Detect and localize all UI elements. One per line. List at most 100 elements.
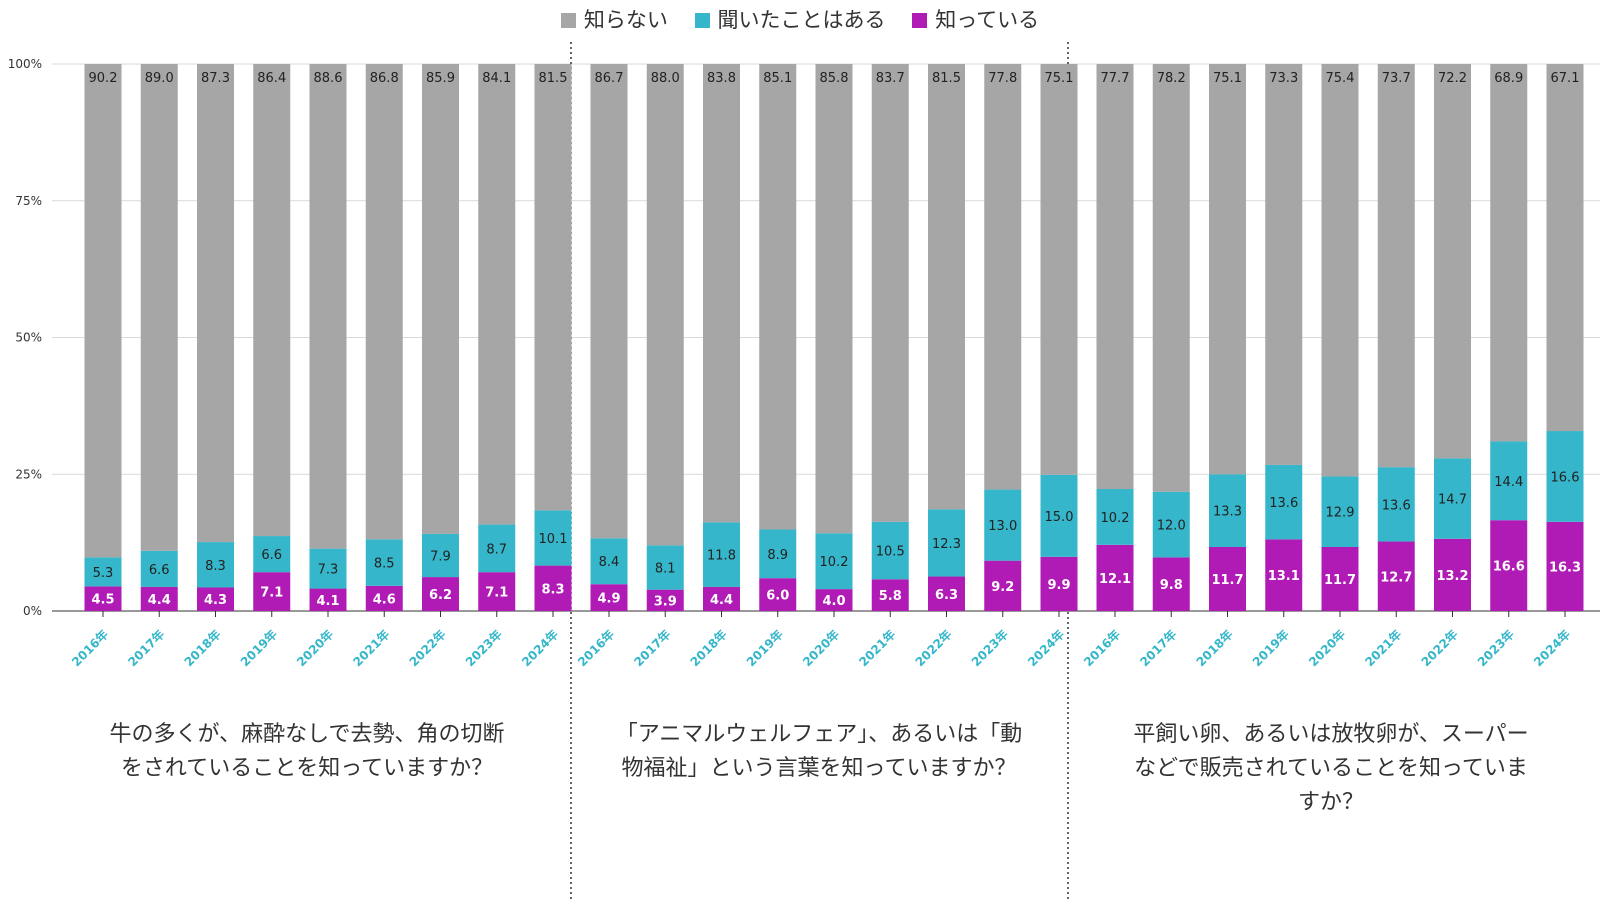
data-label-know: 12.7 (1380, 570, 1412, 585)
x-tick-label: 2023年 (968, 627, 1011, 670)
bar-segment-heard (871, 521, 909, 580)
legend-swatch-heard (694, 13, 710, 28)
legend-item-unknown: 知らない (560, 4, 668, 34)
bar-segment-know (1546, 521, 1584, 611)
bar-segment-heard (309, 548, 347, 589)
data-label-heard: 12.9 (1326, 506, 1355, 521)
data-label-unknown: 81.5 (539, 71, 568, 86)
data-label-unknown: 87.3 (201, 71, 230, 86)
data-label-heard: 6.6 (149, 563, 170, 578)
y-tick-label: 50% (15, 331, 42, 345)
bar-segment-unknown (140, 64, 178, 551)
data-label-unknown: 67.1 (1551, 71, 1580, 86)
bar-segment-heard (1377, 467, 1415, 542)
data-label-know: 4.4 (710, 593, 733, 608)
data-label-know: 6.2 (429, 588, 452, 603)
bar-segment-know (478, 572, 516, 611)
data-label-unknown: 77.7 (1101, 71, 1130, 86)
data-label-heard: 13.6 (1382, 498, 1411, 513)
data-label-heard: 10.1 (539, 532, 568, 547)
data-label-unknown: 78.2 (1157, 71, 1186, 86)
legend-item-know: 知っている (912, 4, 1039, 34)
bar-segment-unknown (84, 64, 122, 558)
bar-segment-know (815, 589, 853, 611)
x-tick-label: 2021年 (856, 627, 899, 670)
data-label-unknown: 77.8 (988, 71, 1017, 86)
data-label-know: 3.9 (654, 594, 677, 609)
x-tick-label: 2022年 (912, 627, 955, 670)
data-label-unknown: 72.2 (1438, 71, 1467, 86)
bar-segment-unknown (1490, 64, 1528, 442)
bar-segment-know (1321, 547, 1359, 611)
bar-segment-know (1434, 538, 1471, 611)
data-label-know: 4.4 (148, 593, 171, 608)
bar-segment-unknown (815, 64, 853, 534)
y-tick-label: 25% (15, 467, 42, 481)
bar-segment-know (1265, 539, 1303, 611)
bar-segment-unknown (703, 64, 740, 523)
legend-item-heard: 聞いたことはある (694, 4, 886, 34)
x-tick-label: 2021年 (350, 627, 393, 670)
bar-segment-unknown (646, 64, 684, 546)
bar-segment-unknown (1321, 64, 1359, 477)
bar-segment-know (309, 588, 347, 611)
x-tick-label: 2018年 (181, 627, 224, 670)
data-label-know: 4.9 (597, 592, 620, 607)
bar-segment-know (253, 572, 291, 611)
x-tick-label: 2023年 (462, 627, 505, 670)
bar-segment-unknown (1377, 64, 1415, 468)
data-label-unknown: 75.1 (1213, 71, 1242, 86)
data-label-unknown: 75.1 (1045, 71, 1074, 86)
data-label-heard: 12.0 (1157, 519, 1186, 534)
x-tick-label: 2020年 (799, 627, 842, 670)
data-label-heard: 10.2 (820, 555, 849, 570)
data-label-unknown: 90.2 (89, 71, 118, 86)
bar-segment-heard (140, 550, 178, 587)
bar-segment-unknown (759, 64, 797, 530)
data-label-know: 9.8 (1160, 578, 1183, 593)
bar-segment-unknown (365, 64, 403, 540)
y-tick-label: 75% (15, 194, 42, 208)
data-label-know: 16.6 (1493, 560, 1525, 575)
bar-segment-know (646, 589, 684, 611)
bar-segment-heard (590, 538, 628, 585)
bar-segment-know (422, 577, 459, 611)
data-label-know: 4.1 (316, 594, 339, 609)
x-tick-label: 2022年 (1418, 627, 1461, 670)
bar-segment-know (984, 560, 1022, 611)
bar-segment-heard (253, 536, 291, 573)
data-label-heard: 15.0 (1045, 510, 1074, 525)
bar-segment-heard (1152, 491, 1190, 558)
bar-segment-heard (1209, 474, 1246, 548)
bar-segment-heard (928, 509, 965, 577)
data-label-heard: 12.3 (932, 537, 961, 552)
bar-segment-heard (84, 557, 122, 587)
bar-segment-unknown (422, 64, 459, 534)
data-label-know: 6.3 (935, 588, 958, 603)
bar-segment-unknown (197, 64, 234, 543)
data-label-heard: 5.3 (93, 566, 114, 581)
data-label-unknown: 84.1 (482, 71, 511, 86)
bar-segment-unknown (590, 64, 628, 539)
data-label-know: 11.7 (1324, 573, 1356, 588)
x-tick-label: 2019年 (237, 627, 280, 670)
bar-segment-heard (984, 489, 1022, 561)
data-label-unknown: 81.5 (932, 71, 961, 86)
data-label-heard: 8.7 (486, 542, 507, 557)
bar-segment-unknown (253, 64, 291, 537)
bar-segment-unknown (1096, 64, 1134, 490)
data-label-know: 7.1 (485, 586, 508, 601)
data-label-heard: 8.3 (205, 559, 226, 574)
x-tick-label: 2016年 (1080, 627, 1123, 670)
bar-segment-unknown (984, 64, 1022, 490)
chart-legend: 知らない 聞いたことはある 知っている (0, 4, 1600, 34)
data-label-unknown: 73.3 (1269, 71, 1298, 86)
x-tick-label: 2017年 (125, 627, 168, 670)
data-label-know: 11.7 (1211, 573, 1243, 588)
y-tick-label: 0% (23, 604, 42, 618)
bar-segment-unknown (534, 64, 572, 511)
data-label-know: 9.9 (1047, 578, 1070, 593)
data-label-know: 8.3 (541, 582, 564, 597)
bar-segment-unknown (309, 64, 347, 549)
data-label-unknown: 86.4 (257, 71, 286, 86)
